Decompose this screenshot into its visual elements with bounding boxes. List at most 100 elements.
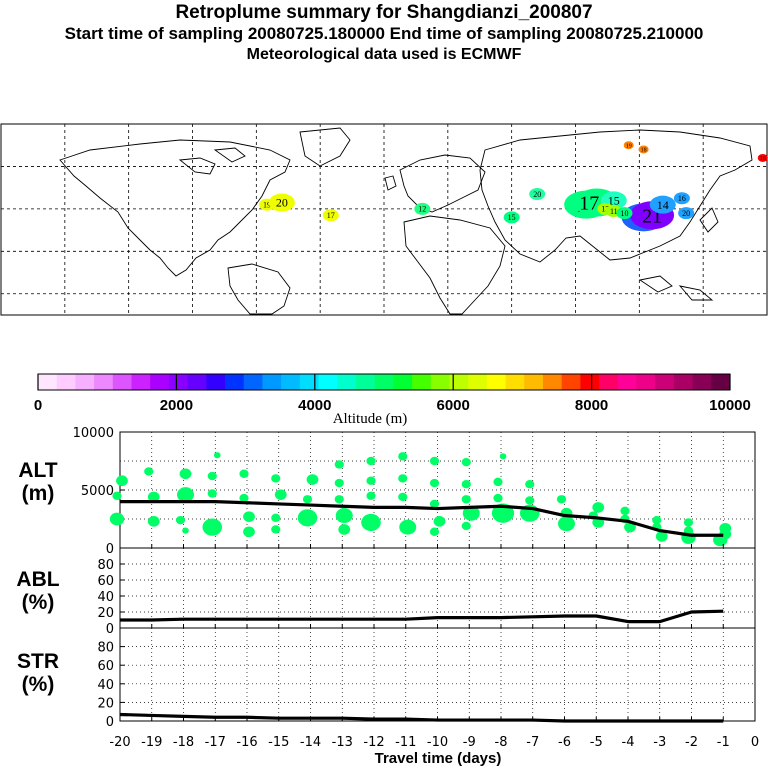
map-day-label: 17 xyxy=(327,211,335,220)
map-plume-blob xyxy=(649,195,676,214)
str-panel-label-line1: STR xyxy=(17,650,59,673)
x-tick-label: -19 xyxy=(141,735,162,750)
altitude-scatter-point xyxy=(239,469,249,478)
altitude-scatter-point xyxy=(558,516,575,532)
altitude-scatter-point xyxy=(499,453,507,460)
map-plume-blob xyxy=(678,207,695,220)
y-tick-label: 40 xyxy=(97,678,114,693)
colorbar-cell xyxy=(486,374,507,390)
map-day-label: 10 xyxy=(620,209,628,218)
altitude-scatter-point xyxy=(398,452,408,461)
altitude-scatter-point xyxy=(243,511,255,522)
colorbar-cell xyxy=(337,374,357,390)
x-tick-label: -15 xyxy=(268,735,289,750)
map-day-label: 20 xyxy=(533,190,541,199)
colorbar-tick-label: 2000 xyxy=(160,397,193,414)
x-tick-label: -9 xyxy=(463,735,476,750)
colorbar-cell xyxy=(355,374,376,390)
colorbar-cell xyxy=(112,374,133,390)
altitude-scatter-point xyxy=(239,493,249,503)
x-tick-label: 0 xyxy=(751,735,759,750)
colorbar-cell xyxy=(56,374,76,390)
altitude-scatter-point xyxy=(366,456,376,466)
colorbar-cell xyxy=(580,374,600,390)
colorbar-cell xyxy=(187,374,207,390)
y-tick-label: 20 xyxy=(97,606,114,621)
series-line xyxy=(120,500,724,537)
x-tick-label: -5 xyxy=(590,735,603,750)
altitude-scatter-point xyxy=(399,519,417,535)
colorbar-label: Altitude (m) xyxy=(333,411,408,427)
colorbar-cell xyxy=(243,374,263,390)
abl-panel-label-line2: (%) xyxy=(22,591,55,614)
altitude-scatter-point xyxy=(525,480,535,489)
colorbar-cell xyxy=(655,374,675,390)
y-tick-label: 40 xyxy=(97,590,114,605)
altitude-scatter-point xyxy=(182,527,189,534)
altitude-scatter-point xyxy=(366,491,376,500)
x-tick-label: -14 xyxy=(300,735,321,750)
map-plume-blob xyxy=(268,193,295,212)
map-plume-blob xyxy=(638,145,649,154)
colorbar-cell xyxy=(673,374,694,390)
altitude-scatter-point xyxy=(652,515,662,525)
altitude-scatter-point xyxy=(274,489,287,500)
chart-title: Retroplume summary for Shangdianzi_20080… xyxy=(175,2,593,23)
x-tick-label: -17 xyxy=(205,735,226,750)
colorbar-cell xyxy=(449,374,469,390)
colorbar-tick-label: 8000 xyxy=(575,397,608,414)
altitude-scatter-point xyxy=(243,526,255,538)
altitude-scatter-point xyxy=(525,496,535,505)
y-tick-label: 0 xyxy=(106,715,114,730)
altitude-scatter-point xyxy=(493,493,503,503)
altitude-scatter-point xyxy=(366,476,376,485)
map-plume-blob xyxy=(529,188,546,201)
map-day-label: 15 xyxy=(508,213,516,222)
colorbar-cell xyxy=(168,374,189,390)
map-day-label: 19 xyxy=(263,200,271,209)
x-tick-label: -13 xyxy=(332,735,353,750)
altitude-scatter-point xyxy=(461,457,471,467)
series-line xyxy=(119,712,724,723)
x-tick-label: -11 xyxy=(395,735,416,750)
colorbar-cell xyxy=(430,374,450,390)
altitude-scatter-point xyxy=(338,524,351,535)
altitude-scatter-point xyxy=(306,474,319,485)
alt-panel-label-line2: (m) xyxy=(22,482,55,505)
map-day-label: 20 xyxy=(682,209,690,218)
colorbar-cell xyxy=(38,374,58,390)
colorbar-cell xyxy=(505,374,525,390)
altitude-scatter-point xyxy=(302,495,313,504)
altitude-scatter-point xyxy=(297,509,318,527)
y-tick-label: 0 xyxy=(106,622,114,637)
colorbar-cell xyxy=(542,374,563,390)
altitude-scatter-point xyxy=(620,506,630,516)
altitude-scatter-point xyxy=(175,515,186,525)
altitude-scatter-point xyxy=(334,478,344,488)
series-line xyxy=(120,609,724,624)
colorbar-cell xyxy=(225,374,245,390)
altitude-scatter-point xyxy=(109,512,125,526)
x-tick-label: -7 xyxy=(526,735,539,750)
colorbar-cell xyxy=(636,374,656,390)
altitude-scatter-point xyxy=(493,477,503,487)
y-tick-label: 80 xyxy=(97,641,114,656)
x-tick-label: -16 xyxy=(236,735,257,750)
colorbar-cell xyxy=(262,374,282,390)
coastlines xyxy=(59,127,753,315)
altitude-scatter-point xyxy=(112,491,122,500)
panel-frame xyxy=(119,627,756,722)
altitude-scatter-point xyxy=(624,521,636,533)
colorbar-cell xyxy=(206,374,226,390)
altitude-scatter-point xyxy=(271,525,281,534)
altitude-scatter-point xyxy=(179,468,192,480)
y-tick-label: 60 xyxy=(97,659,114,674)
altitude-scatter-point xyxy=(683,518,694,527)
altitude-scatter-point xyxy=(271,474,281,483)
str-panel-label-line2: (%) xyxy=(22,673,55,696)
altitude-scatter-point xyxy=(334,495,344,504)
world-map-panel: 1817.61513211420192017121311102016191816… xyxy=(0,123,768,316)
